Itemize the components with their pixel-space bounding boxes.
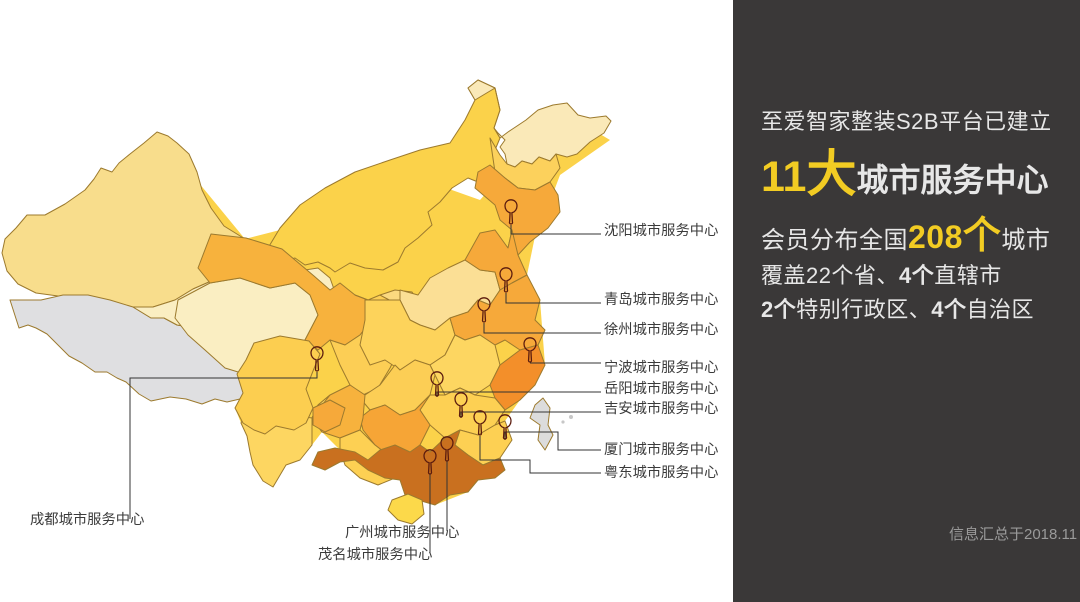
svg-text:吉安城市服务中心: 吉安城市服务中心 (604, 400, 718, 417)
svg-text:茂名城市服务中心: 茂名城市服务中心 (318, 546, 432, 563)
svg-text:厦门城市服务中心: 厦门城市服务中心 (604, 441, 718, 458)
svg-text:宁波城市服务中心: 宁波城市服务中心 (604, 359, 718, 376)
svg-text:粤东城市服务中心: 粤东城市服务中心 (604, 464, 718, 481)
svg-text:岳阳城市服务中心: 岳阳城市服务中心 (604, 380, 718, 397)
svg-text:成都城市服务中心: 成都城市服务中心 (30, 511, 144, 528)
svg-text:徐州城市服务中心: 徐州城市服务中心 (604, 321, 718, 338)
svg-text:沈阳城市服务中心: 沈阳城市服务中心 (604, 222, 718, 239)
svg-text:青岛城市服务中心: 青岛城市服务中心 (604, 291, 718, 308)
svg-text:广州城市服务中心: 广州城市服务中心 (345, 524, 459, 541)
